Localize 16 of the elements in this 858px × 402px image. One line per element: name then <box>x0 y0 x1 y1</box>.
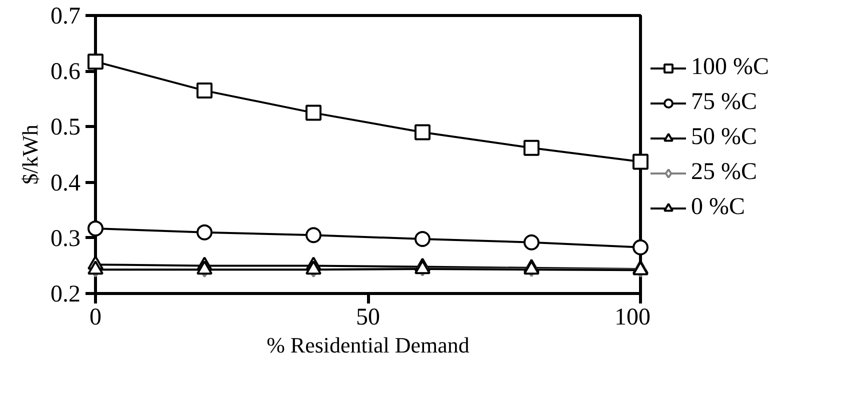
x-axis-title: % Residential Demand <box>266 332 470 358</box>
legend-label: 75 %C <box>691 89 757 116</box>
legend-label: 100 %C <box>691 54 769 81</box>
y-tick-label: 0.4 <box>50 170 80 196</box>
legend-label: 25 %C <box>691 159 757 186</box>
legend-label: 0 %C <box>691 194 745 221</box>
x-tick-label: 0 <box>90 304 102 330</box>
y-axis-title: $/kWh <box>18 124 42 184</box>
x-tick-label: 100 <box>614 304 650 330</box>
legend-label: 50 %C <box>691 124 757 151</box>
y-tick-label: 0.6 <box>50 59 80 86</box>
y-tick-label: 0.3 <box>50 226 80 252</box>
x-tick-label: 50 <box>356 304 380 330</box>
y-tick-label: 0.2 <box>50 282 80 308</box>
y-tick-label: 0.5 <box>50 114 80 141</box>
y-tick-label: 0.7 <box>50 4 80 30</box>
